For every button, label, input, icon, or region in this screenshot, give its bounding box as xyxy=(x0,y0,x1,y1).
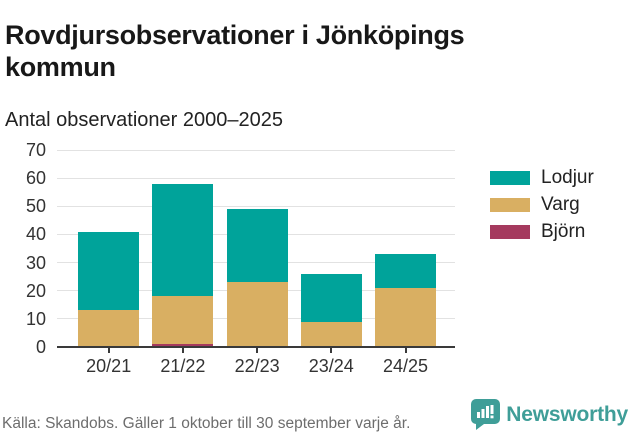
y-tick-label-0: 0 xyxy=(35,337,46,357)
x-tick-21-22 xyxy=(181,347,184,353)
y-tick-label-70: 70 xyxy=(25,140,46,160)
x-tick-label-21-22: 21/22 xyxy=(160,356,206,376)
bar-segment-varg-22-23 xyxy=(226,282,288,347)
legend-label-bjorn: Björn xyxy=(541,221,586,242)
x-tick-label-23-24: 23/24 xyxy=(308,356,354,376)
legend: Lodjur Varg Björn xyxy=(490,167,594,252)
y-tick-label-20: 20 xyxy=(25,280,46,301)
legend-item-varg: Varg xyxy=(490,194,594,215)
x-tick-label-24-25: 24/25 xyxy=(382,356,429,376)
source-text: Källa: Skandobs. Gäller 1 oktober till 3… xyxy=(2,415,411,432)
legend-item-lodjur: Lodjur xyxy=(490,167,594,188)
legend-label-lodjur: Lodjur xyxy=(541,167,594,188)
page-title: Rovdjursobservationer i Jönköpings kommu… xyxy=(5,20,465,82)
bar-segment-lodjur-20-21 xyxy=(78,231,140,311)
x-tick-20-21 xyxy=(107,347,110,353)
x-tick-23-24 xyxy=(330,347,333,353)
x-tick-22-23 xyxy=(256,347,259,353)
plot-area: 20/21 21/22 22/23 23/24 24/25 xyxy=(57,149,455,376)
bar-segment-varg-24-25 xyxy=(375,287,436,347)
bar-segment-lodjur-24-25 xyxy=(375,254,436,288)
y-tick-label-50: 50 xyxy=(25,196,46,217)
x-tick-24-25 xyxy=(404,347,407,353)
chart-subtitle: Antal observationer 2000–2025 xyxy=(5,109,283,131)
x-tick-label-22-23: 22/23 xyxy=(234,356,280,376)
x-axis-line xyxy=(57,346,455,348)
bar-segment-lodjur-22-23 xyxy=(226,209,288,283)
newsworthy-brand-link[interactable]: Newsworthy xyxy=(471,399,628,430)
newsworthy-logo-icon xyxy=(471,399,501,430)
bar-segment-varg-21-22 xyxy=(152,296,214,345)
bar-segment-lodjur-23-24 xyxy=(300,273,362,322)
y-tick-label-40: 40 xyxy=(25,224,46,245)
legend-swatch-varg xyxy=(490,198,530,212)
gridline-70 xyxy=(57,149,455,151)
y-tick-label-10: 10 xyxy=(25,308,46,329)
legend-swatch-lodjur xyxy=(490,171,530,185)
y-axis: 0 10 20 30 40 50 60 70 xyxy=(0,140,46,357)
bar-segment-varg-20-21 xyxy=(78,310,140,347)
legend-label-varg: Varg xyxy=(541,194,580,215)
y-tick-label-30: 30 xyxy=(25,252,46,273)
x-tick-label-20-21: 20/21 xyxy=(86,356,132,376)
gridline-50 xyxy=(57,205,455,207)
gridline-60 xyxy=(57,177,455,179)
bar-segment-björn-21-22 xyxy=(152,344,214,347)
legend-swatch-bjorn xyxy=(490,225,530,239)
legend-item-bjorn: Björn xyxy=(490,221,594,242)
brand-name: Newsworthy xyxy=(506,402,628,426)
bar-segment-varg-23-24 xyxy=(300,321,362,347)
bar-segment-lodjur-21-22 xyxy=(152,183,214,297)
y-tick-label-60: 60 xyxy=(25,168,46,189)
